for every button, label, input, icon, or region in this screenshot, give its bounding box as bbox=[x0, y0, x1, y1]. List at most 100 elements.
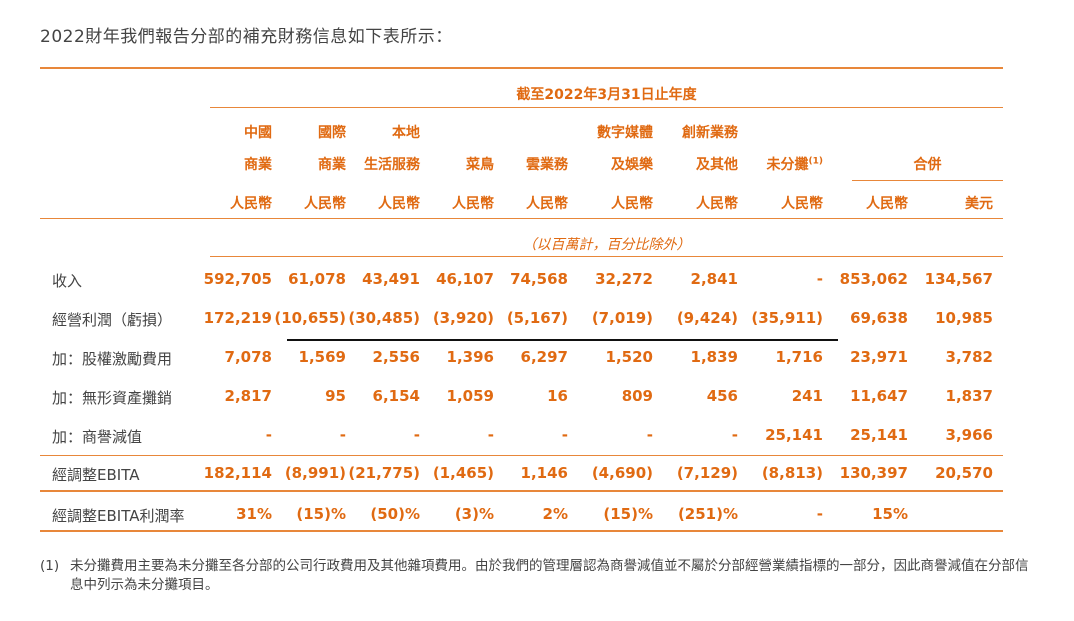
footnote-text: 未分攤費用主要為未分攤至各分部的公司行政費用及其他雜項費用。由於我們的管理層認為… bbox=[70, 558, 1029, 593]
table-cell: 95 bbox=[325, 387, 346, 405]
currency-header: 美元 bbox=[965, 196, 993, 212]
currency-header: 人民幣 bbox=[866, 196, 908, 212]
column-header-line2: 及其他 bbox=[648, 154, 738, 174]
table-cell: 2,556 bbox=[372, 348, 420, 366]
table-cell: 43,491 bbox=[362, 270, 420, 288]
row-label: 經調整EBITA利潤率 bbox=[52, 507, 185, 525]
pen-underline bbox=[287, 339, 838, 341]
table-cell: (8,991) bbox=[284, 464, 346, 482]
table-cell: - bbox=[413, 426, 420, 444]
currency-header: 人民幣 bbox=[230, 196, 272, 212]
row-label: 經調整EBITA bbox=[52, 466, 140, 484]
table-cell: 69,638 bbox=[850, 309, 908, 327]
pre-ebita-rule bbox=[40, 455, 1003, 456]
combined-rule bbox=[852, 180, 1003, 181]
table-cell: (15)% bbox=[603, 505, 653, 523]
table-cell: 20,570 bbox=[935, 464, 993, 482]
table-cell: (4,690) bbox=[591, 464, 653, 482]
column-header-line1: 中國 bbox=[244, 125, 272, 141]
column-header-line2: 未分攤(1) bbox=[733, 154, 824, 174]
currency-header: 人民幣 bbox=[526, 196, 568, 212]
table-cell: 1,837 bbox=[945, 387, 993, 405]
table-cell: 25,141 bbox=[765, 426, 823, 444]
column-header-text: 及其他 bbox=[696, 157, 738, 173]
ebita-rule bbox=[40, 490, 1003, 492]
column-header-text: 菜鳥 bbox=[466, 157, 494, 173]
table-cell: (3)% bbox=[454, 505, 494, 523]
table-cell: (15)% bbox=[296, 505, 346, 523]
table-cell: (50)% bbox=[370, 505, 420, 523]
unit-note: （以百萬計，百分比除外） bbox=[522, 237, 691, 253]
table-cell: 134,567 bbox=[924, 270, 993, 288]
table-cell: 16 bbox=[547, 387, 568, 405]
column-header-text: 商業 bbox=[318, 157, 346, 173]
table-cell: 6,297 bbox=[520, 348, 568, 366]
table-cell: - bbox=[816, 270, 823, 288]
table-cell: - bbox=[731, 426, 738, 444]
column-header-line1: 國際 bbox=[318, 125, 346, 141]
table-cell: 809 bbox=[621, 387, 653, 405]
footnote-marker: (1) bbox=[808, 156, 824, 167]
table-cell: - bbox=[561, 426, 568, 444]
table-cell: 32,272 bbox=[595, 270, 653, 288]
table-cell: 3,966 bbox=[945, 426, 993, 444]
table-cell: 1,146 bbox=[520, 464, 568, 482]
table-cell: 2,841 bbox=[690, 270, 738, 288]
table-cell: 853,062 bbox=[839, 270, 908, 288]
table-cell: 1,716 bbox=[775, 348, 823, 366]
bottom-rule bbox=[40, 530, 1003, 532]
column-header-line1: 創新業務 bbox=[682, 125, 738, 141]
table-cell: - bbox=[265, 426, 272, 444]
table-cell: 11,647 bbox=[850, 387, 908, 405]
table-cell: 31% bbox=[236, 505, 272, 523]
table-cell: 1,839 bbox=[690, 348, 738, 366]
table-cell: (10,655) bbox=[274, 309, 346, 327]
table-cell: - bbox=[816, 505, 823, 523]
table-cell: (21,775) bbox=[348, 464, 420, 482]
currency-header: 人民幣 bbox=[452, 196, 494, 212]
period-header: 截至2022年3月31日止年度 bbox=[516, 87, 697, 103]
row-label: 經營利潤（虧損） bbox=[52, 311, 173, 329]
table-cell: 3,782 bbox=[945, 348, 993, 366]
table-cell: (3,920) bbox=[432, 309, 494, 327]
table-cell: 182,114 bbox=[203, 464, 272, 482]
table-cell: 1,396 bbox=[446, 348, 494, 366]
table-cell: 1,520 bbox=[605, 348, 653, 366]
table-cell: 592,705 bbox=[203, 270, 272, 288]
footnote-number: (1) bbox=[40, 558, 60, 574]
table-cell: (1,465) bbox=[432, 464, 494, 482]
table-cell: (8,813) bbox=[761, 464, 823, 482]
currency-header: 人民幣 bbox=[696, 196, 738, 212]
table-cell: (30,485) bbox=[348, 309, 420, 327]
table-cell: (7,019) bbox=[591, 309, 653, 327]
table-cell: 1,059 bbox=[446, 387, 494, 405]
row-label: 加：股權激勵費用 bbox=[52, 350, 173, 368]
column-header-text: 商業 bbox=[244, 157, 272, 173]
table-cell: 61,078 bbox=[288, 270, 346, 288]
currency-header: 人民幣 bbox=[304, 196, 346, 212]
top-rule bbox=[40, 67, 1003, 69]
table-cell: 15% bbox=[872, 505, 908, 523]
currency-header: 人民幣 bbox=[611, 196, 653, 212]
table-cell: 456 bbox=[706, 387, 738, 405]
table-cell: - bbox=[646, 426, 653, 444]
column-header-line2: 菜鳥 bbox=[404, 154, 494, 174]
table-cell: 172,219 bbox=[203, 309, 272, 327]
table-cell: 7,078 bbox=[224, 348, 272, 366]
table-cell: 25,141 bbox=[850, 426, 908, 444]
column-header-text: 生活服務 bbox=[364, 157, 420, 173]
unit-rule bbox=[210, 256, 1003, 257]
row-label: 加：無形資產攤銷 bbox=[52, 389, 173, 407]
table-cell: 6,154 bbox=[372, 387, 420, 405]
table-cell: - bbox=[487, 426, 494, 444]
column-header-line2: 生活服務 bbox=[330, 154, 420, 174]
table-cell: (5,167) bbox=[506, 309, 568, 327]
column-header-text: 及娛樂 bbox=[611, 157, 653, 173]
table-cell: 130,397 bbox=[839, 464, 908, 482]
column-header-line1: 本地 bbox=[392, 125, 420, 141]
row-label: 收入 bbox=[52, 272, 83, 290]
row-label: 加：商譽減值 bbox=[52, 428, 143, 446]
column-header-text: 雲業務 bbox=[526, 157, 568, 173]
column-header-line2: 雲業務 bbox=[478, 154, 568, 174]
table-cell: 2,817 bbox=[224, 387, 272, 405]
